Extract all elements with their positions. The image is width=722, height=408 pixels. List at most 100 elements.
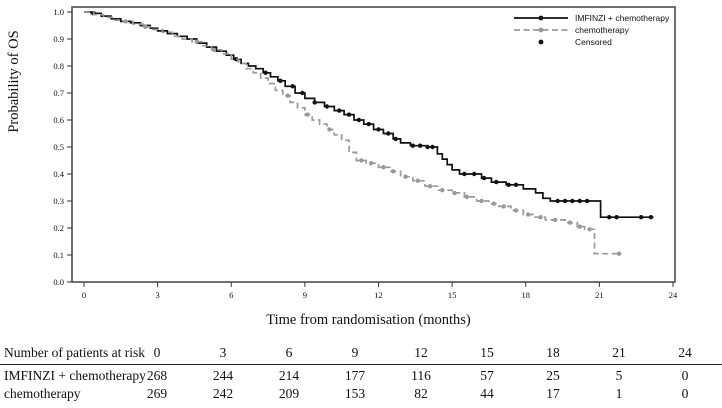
risk-time-point: 0	[153, 345, 161, 360]
censored-mark	[570, 198, 575, 204]
y-tick-label: 0.9	[53, 34, 64, 44]
censored-mark	[194, 39, 200, 44]
number-at-risk-table: Number of patients at risk 0 3 6 9 12 15 18 21 2…	[0, 346, 722, 403]
censored-mark	[462, 171, 467, 177]
y-tick-label: 0.5	[53, 142, 64, 152]
censored-mark	[606, 215, 612, 220]
km-chart-svg: 0.0 0.1 0.2 0.3 0.4 0.5 0.6 0.7 0.8 0.9 1.0 0 3 6 9 12 1…	[6, 6, 678, 328]
risk-count-cell: 82	[414, 386, 428, 401]
censored-mark	[494, 179, 499, 185]
x-tick-label: 21	[595, 290, 604, 300]
censored-mark	[430, 144, 435, 150]
censored-mark	[638, 215, 644, 220]
risk-count-cell: 0	[681, 386, 689, 401]
censored-mark	[491, 201, 497, 206]
risk-time-point: 24	[678, 345, 692, 360]
censored-mark	[285, 93, 290, 98]
censored-mark	[376, 127, 381, 132]
censored-mark	[403, 174, 408, 179]
censored-mark	[472, 171, 477, 177]
censored-mark	[464, 194, 470, 200]
censored-mark	[305, 112, 310, 117]
censored-mark	[278, 78, 283, 84]
censored-mark	[553, 217, 558, 223]
risk-count-cell: 177	[344, 367, 366, 383]
risk-time-point: 9	[351, 345, 359, 360]
y-tick-label: 0.6	[53, 115, 64, 125]
x-axis: 0 3 6 9 12 15 18 21 24	[82, 282, 678, 300]
y-axis-title: Probability of OS	[6, 30, 22, 132]
y-tick-label: 0.3	[53, 196, 64, 206]
censored-mark	[427, 183, 433, 189]
risk-count-cell: 1	[615, 386, 623, 401]
x-tick-label: 3	[156, 290, 160, 300]
y-tick-label: 0.2	[53, 223, 64, 233]
censored-mark	[386, 131, 391, 136]
km-curve-imfinzi-chemotherapy-censor-marks	[91, 11, 654, 220]
censored-mark	[616, 251, 622, 256]
y-tick-label: 0.1	[53, 250, 64, 260]
censored-mark	[614, 215, 619, 220]
legend-label: IMFINZI + chemotherapy	[575, 13, 670, 23]
risk-count-cell: 57	[480, 367, 494, 383]
censored-mark	[346, 112, 352, 117]
legend-item-chemotherapy: chemotherapy	[514, 25, 630, 35]
censored-mark	[567, 220, 573, 225]
y-tick-label: 0.8	[53, 61, 64, 71]
risk-count-cell: 5	[615, 367, 623, 383]
legend-item-imfinzi: IMFINZI + chemotherapy	[514, 13, 670, 23]
km-curve-chemotherapy-censor-marks	[123, 19, 622, 256]
censored-mark	[538, 215, 543, 220]
risk-table-body: IMFINZI + chemotherapy 268 244 214 177 116 57…	[0, 366, 722, 403]
y-axis: 0.0 0.1 0.2 0.3 0.4 0.5 0.6 0.7 0.8 0.9 1.0	[53, 7, 72, 287]
risk-time-point: 18	[546, 345, 560, 360]
legend-item-censored: Censored	[538, 37, 612, 47]
legend-label: chemotherapy	[575, 25, 630, 35]
censored-mark	[481, 175, 487, 181]
censored-mark	[479, 198, 484, 204]
censored-mark	[312, 100, 317, 105]
censored-mark	[143, 24, 148, 30]
risk-time-point: 21	[612, 345, 626, 360]
km-curve-imfinzi-chemotherapy	[84, 11, 654, 219]
risk-count-cell: 116	[411, 367, 431, 383]
risk-count-cell: 0	[681, 367, 689, 383]
censored-mark	[425, 144, 430, 150]
y-tick-label: 0.0	[53, 277, 64, 287]
censored-mark	[356, 117, 362, 123]
risk-count-cell: 17	[546, 386, 560, 401]
censored-mark	[587, 227, 592, 232]
censored-mark	[410, 143, 416, 148]
x-tick-label: 12	[374, 290, 383, 300]
risk-count-cell: 269	[146, 386, 168, 401]
censored-mark	[366, 121, 371, 127]
risk-count-cell: 244	[212, 367, 234, 383]
legend-label: Censored	[575, 37, 612, 47]
legend-swatch-dot	[538, 15, 544, 21]
censored-mark	[415, 178, 420, 183]
censored-mark	[327, 127, 332, 132]
censored-mark	[290, 84, 295, 89]
censored-mark	[501, 204, 506, 209]
censored-mark	[359, 158, 364, 163]
risk-table-title: Number of patients at risk	[4, 345, 145, 360]
censored-mark	[324, 104, 330, 109]
censored-mark	[391, 169, 396, 174]
censored-mark	[393, 136, 398, 142]
risk-count-cell: 25	[546, 367, 560, 383]
x-tick-label: 15	[448, 290, 457, 300]
censored-mark	[506, 182, 511, 187]
censored-mark	[562, 198, 568, 204]
x-tick-label: 9	[303, 290, 307, 300]
censored-mark	[381, 165, 386, 170]
censored-mark	[123, 19, 128, 24]
y-tick-label: 0.7	[53, 88, 64, 98]
censored-mark	[577, 224, 582, 229]
risk-row-imfinzi: IMFINZI + chemotherapy 268 244 214 177 116 57…	[0, 366, 722, 385]
censored-mark	[337, 108, 342, 113]
censored-mark	[513, 208, 519, 213]
risk-count-cell: 44	[480, 386, 494, 401]
censored-mark	[300, 90, 305, 96]
censored-mark	[584, 198, 590, 204]
